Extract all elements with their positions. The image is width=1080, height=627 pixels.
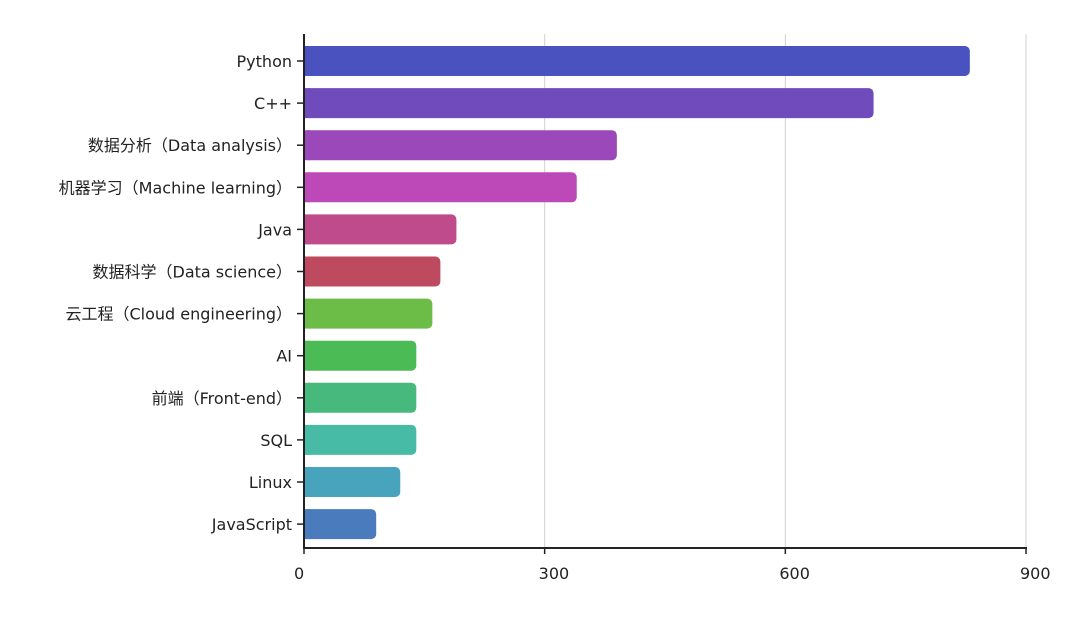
category-label-9: SQL (260, 431, 292, 450)
bar-11 (304, 509, 377, 540)
bar-1-base (304, 88, 310, 119)
bars (304, 46, 970, 540)
gridlines (544, 34, 1027, 548)
bar-8 (304, 382, 417, 413)
bar-2 (304, 130, 617, 161)
bar-9 (304, 424, 417, 455)
category-label-2: 数据分析（Data analysis） (88, 136, 292, 155)
bar-0-base (304, 46, 310, 76)
labels: 0 300 600 900 Python C++ 数据分析（Data analysis） 机器… (59, 52, 1051, 583)
bar-5 (304, 256, 441, 287)
bar-9-base (304, 424, 310, 455)
category-label-6: 云工程（Cloud engineering） (65, 305, 292, 324)
category-label-1: C++ (254, 94, 292, 113)
bar-3 (304, 172, 577, 203)
x-tick-label-900: 900 (1020, 564, 1051, 583)
bar-6 (304, 298, 433, 329)
x-tick-label-0: 0 (294, 564, 304, 583)
bar-11-base (304, 509, 310, 540)
bar-3-base (304, 172, 310, 203)
category-label-3: 机器学习（Machine learning） (59, 178, 292, 197)
category-label-4: Java (257, 220, 292, 239)
bar-4-base (304, 214, 310, 245)
bar-2-base (304, 130, 310, 161)
x-tick-label-600: 600 (779, 564, 810, 583)
bar-4 (304, 214, 457, 245)
bar-6-base (304, 298, 310, 329)
bar-5-base (304, 256, 310, 287)
bar-7 (304, 340, 417, 371)
axes (297, 34, 1027, 554)
category-label-7: AI (276, 347, 292, 366)
category-label-8: 前端（Front-end） (152, 389, 292, 408)
bar-0 (304, 46, 970, 76)
bar-10 (304, 467, 401, 497)
category-label-5: 数据科学（Data science） (93, 263, 293, 282)
bar-10-base (304, 467, 310, 497)
category-label-11: JavaScript (211, 515, 292, 534)
bar-8-base (304, 382, 310, 413)
category-label-10: Linux (249, 473, 292, 492)
category-label-0: Python (237, 52, 292, 71)
x-tick-label-300: 300 (539, 564, 570, 583)
bar-7-base (304, 340, 310, 371)
bar-1 (304, 88, 874, 119)
